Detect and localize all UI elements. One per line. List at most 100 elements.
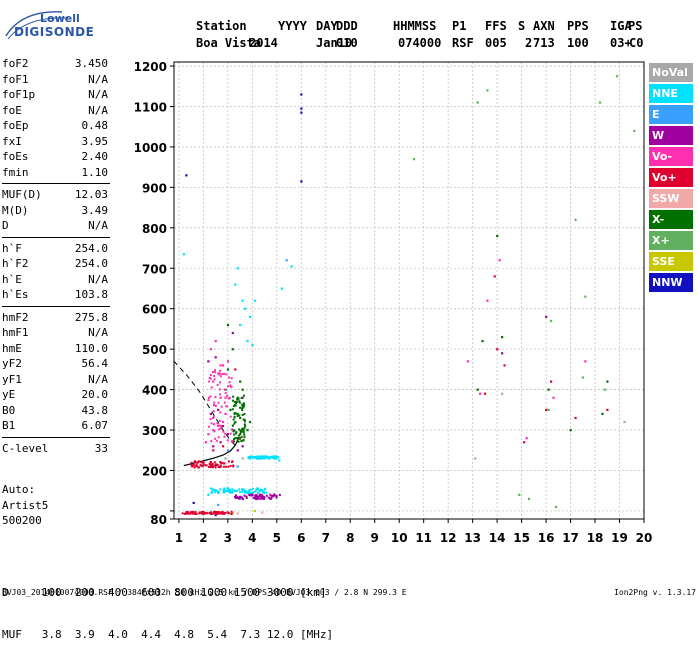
echo-point bbox=[243, 394, 246, 397]
legend-item-x-: X+ bbox=[649, 231, 693, 250]
header-label-3: DDD bbox=[336, 19, 358, 33]
legend-item-e: E bbox=[649, 105, 693, 124]
echo-point bbox=[258, 490, 261, 493]
echo-point bbox=[584, 360, 587, 363]
echo-point bbox=[483, 392, 487, 395]
param-row: B1 6.07 bbox=[2, 418, 110, 434]
echo-point bbox=[187, 511, 190, 514]
echo-point bbox=[255, 456, 258, 459]
echo-point bbox=[197, 460, 200, 463]
echo-point bbox=[241, 405, 244, 408]
echo-point bbox=[226, 323, 230, 327]
echo-point bbox=[231, 408, 234, 411]
echo-point bbox=[236, 267, 239, 270]
param-row: foF1 N/A bbox=[2, 72, 110, 88]
echo-point bbox=[231, 511, 234, 514]
echo-point bbox=[262, 491, 265, 494]
echo-point bbox=[183, 512, 186, 515]
echo-point bbox=[185, 174, 188, 177]
x-tick-label: 19 bbox=[611, 531, 628, 545]
param-name: foF2 bbox=[2, 57, 29, 70]
y-tick-label: 400 bbox=[142, 384, 167, 398]
echo-point bbox=[251, 344, 254, 347]
echo-point bbox=[196, 461, 199, 464]
echo-point bbox=[230, 490, 233, 493]
echo-point bbox=[234, 495, 237, 498]
echo-point bbox=[235, 495, 238, 498]
echo-point bbox=[275, 494, 278, 497]
param-value: 43.8 bbox=[81, 403, 109, 417]
echo-point bbox=[226, 368, 230, 371]
echo-point bbox=[217, 466, 220, 469]
echo-point bbox=[481, 340, 484, 343]
echo-point bbox=[219, 464, 222, 467]
echo-point bbox=[226, 433, 230, 436]
echo-point bbox=[213, 378, 216, 381]
echo-point bbox=[584, 295, 587, 298]
echo-point bbox=[248, 489, 251, 492]
echo-point bbox=[234, 412, 237, 415]
y-tick-label: 1000 bbox=[134, 141, 167, 155]
echo-point bbox=[243, 412, 246, 415]
echo-point bbox=[193, 511, 196, 514]
echo-point bbox=[236, 398, 239, 401]
echo-point bbox=[547, 408, 550, 412]
legend-item-nnw: NNW bbox=[649, 273, 693, 292]
echo-point bbox=[212, 410, 215, 413]
echo-point bbox=[236, 512, 239, 515]
echo-point bbox=[231, 399, 234, 402]
echo-point bbox=[211, 463, 214, 466]
header-label-11: PS bbox=[628, 19, 643, 33]
echo-point bbox=[248, 494, 251, 497]
echo-point bbox=[261, 497, 264, 500]
echo-point bbox=[201, 465, 204, 468]
echo-point bbox=[478, 392, 482, 395]
echo-point bbox=[236, 465, 239, 468]
echo-point bbox=[273, 494, 276, 497]
echo-point bbox=[244, 491, 247, 494]
echo-point bbox=[189, 511, 192, 514]
echo-point bbox=[230, 386, 233, 389]
echo-point bbox=[222, 512, 225, 515]
echo-point bbox=[466, 360, 469, 363]
echo-point bbox=[254, 490, 257, 493]
header-label-0: Station bbox=[196, 19, 247, 33]
echo-point bbox=[216, 463, 219, 466]
echo-point bbox=[258, 457, 261, 460]
echo-point bbox=[241, 445, 244, 448]
echo-point bbox=[208, 380, 211, 383]
echo-point bbox=[221, 424, 225, 428]
echo-point bbox=[227, 460, 230, 463]
echo-point bbox=[554, 505, 558, 509]
header-value-4: 074000 bbox=[398, 36, 442, 50]
echo-point bbox=[223, 435, 226, 438]
echo-point bbox=[193, 513, 196, 516]
echo-point bbox=[260, 456, 263, 459]
echo-point bbox=[270, 494, 273, 497]
echo-point bbox=[269, 497, 272, 500]
echo-point bbox=[232, 464, 235, 467]
echo-point bbox=[233, 429, 236, 432]
echo-point bbox=[186, 512, 189, 515]
legend-item-vo-: Vo- bbox=[649, 147, 693, 166]
echo-point bbox=[258, 493, 261, 496]
echo-point bbox=[204, 511, 207, 514]
echo-point bbox=[241, 299, 244, 302]
echo-point bbox=[220, 424, 223, 427]
param-value: 33 bbox=[94, 441, 108, 455]
echo-point bbox=[501, 352, 504, 355]
param-value: 254.0 bbox=[74, 241, 108, 255]
echo-point bbox=[501, 336, 504, 339]
param-row: M(D) 3.49 bbox=[2, 203, 110, 219]
echo-point bbox=[234, 368, 237, 371]
echo-point bbox=[267, 457, 270, 460]
echo-point bbox=[300, 180, 303, 183]
distance-muf-table: D 100 200 400 600 800 1000 1500 3000 [km… bbox=[2, 558, 333, 656]
echo-point bbox=[267, 496, 270, 499]
echo-point bbox=[253, 456, 256, 459]
echo-point bbox=[200, 511, 203, 514]
echo-point bbox=[248, 455, 251, 458]
echo-point bbox=[233, 415, 236, 418]
echo-point bbox=[210, 440, 213, 443]
echo-point bbox=[606, 380, 609, 383]
